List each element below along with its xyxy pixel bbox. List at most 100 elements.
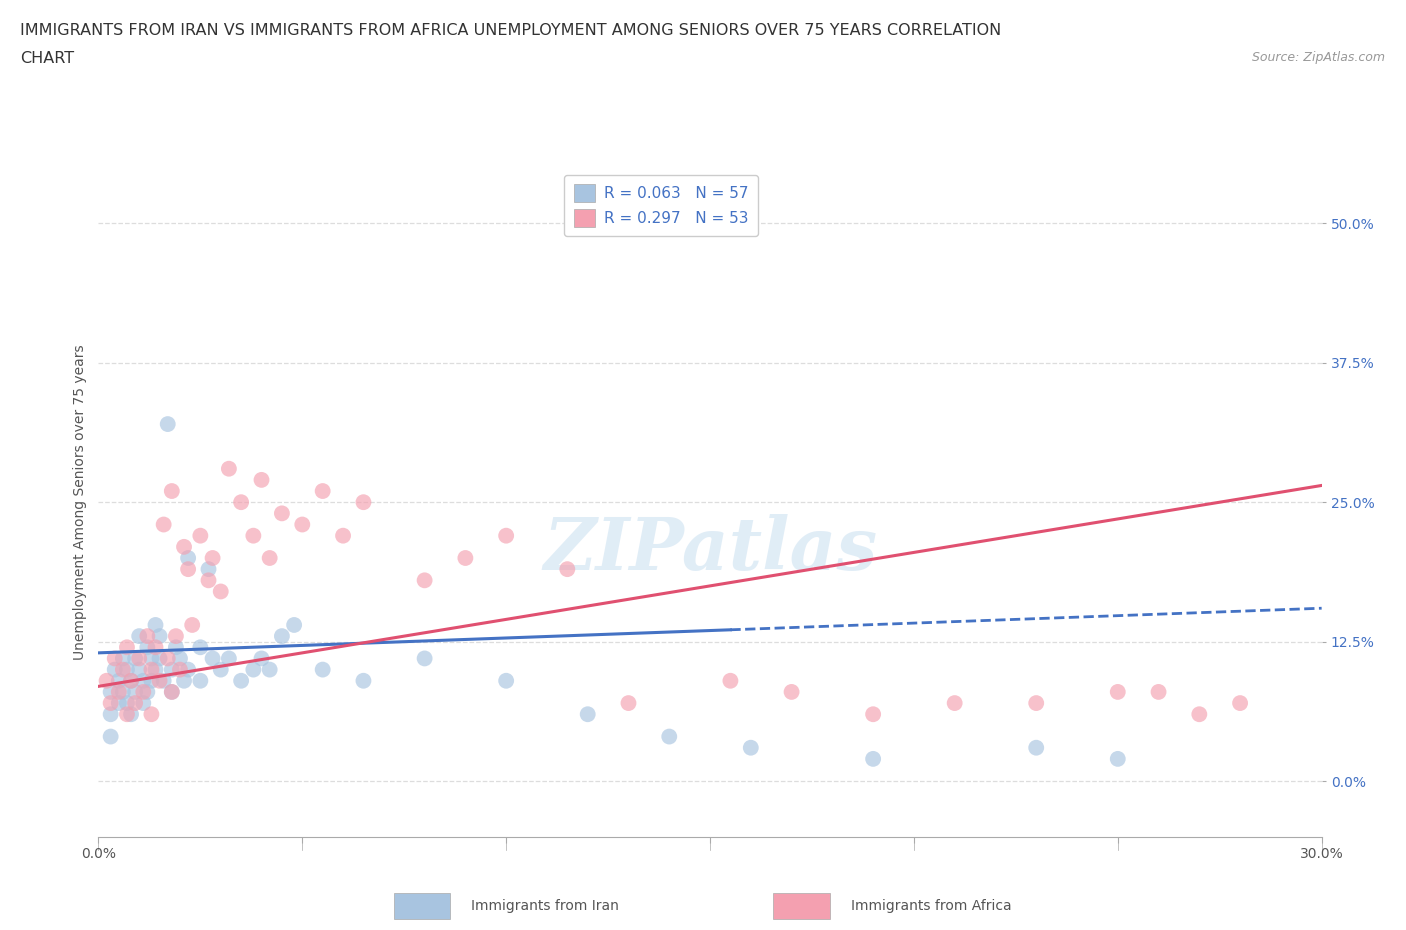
Text: CHART: CHART (20, 51, 73, 66)
Legend: R = 0.063   N = 57, R = 0.297   N = 53: R = 0.063 N = 57, R = 0.297 N = 53 (564, 175, 758, 236)
Point (181, 618, 204, 632)
Point (100, 684, 122, 699)
Point (100, 729, 122, 744)
Text: Immigrants from Iran: Immigrants from Iran (471, 898, 619, 913)
Point (270, 629, 294, 644)
Point (132, 684, 155, 699)
Point (177, 562, 200, 577)
Point (169, 662, 191, 677)
Point (780, 684, 803, 699)
Point (218, 461, 240, 476)
Point (218, 651, 240, 666)
Point (145, 662, 167, 677)
Point (283, 618, 305, 632)
Point (291, 517, 314, 532)
Point (201, 551, 224, 565)
Point (1147, 684, 1170, 699)
Point (173, 539, 195, 554)
Point (555, 562, 579, 577)
Point (111, 684, 134, 699)
Point (862, 707, 884, 722)
Point (132, 673, 155, 688)
Point (120, 707, 142, 722)
Point (141, 651, 163, 666)
Point (617, 696, 640, 711)
Point (115, 707, 138, 722)
Point (1025, 740, 1047, 755)
Point (1107, 684, 1129, 699)
Point (128, 629, 150, 644)
Point (312, 484, 335, 498)
Point (495, 528, 517, 543)
Point (96, 673, 118, 688)
Point (111, 651, 134, 666)
Point (201, 651, 224, 666)
Point (231, 495, 253, 510)
Point (149, 651, 172, 666)
Point (242, 528, 264, 543)
Point (156, 651, 179, 666)
Point (250, 651, 273, 666)
Point (108, 684, 131, 699)
Point (718, 673, 742, 688)
Point (124, 651, 146, 666)
Point (120, 673, 142, 688)
Point (231, 673, 253, 688)
Point (160, 684, 183, 699)
Point (1025, 696, 1047, 711)
Point (115, 662, 138, 677)
Point (495, 673, 517, 688)
Y-axis label: Unemployment Among Seniors over 75 years: Unemployment Among Seniors over 75 years (73, 344, 87, 660)
Point (352, 495, 374, 510)
Point (270, 506, 294, 521)
Point (312, 662, 335, 677)
Point (413, 573, 436, 588)
Point (250, 472, 273, 487)
Point (149, 629, 172, 644)
Point (104, 651, 127, 666)
Point (145, 618, 167, 632)
Point (177, 551, 200, 565)
Point (332, 528, 354, 543)
Point (115, 640, 138, 655)
Text: ZIPatlas: ZIPatlas (543, 513, 877, 585)
Point (209, 584, 232, 599)
Point (173, 673, 195, 688)
Point (160, 684, 183, 699)
Point (141, 673, 163, 688)
Point (136, 684, 159, 699)
Point (128, 651, 150, 666)
Text: IMMIGRANTS FROM IRAN VS IMMIGRANTS FROM AFRICA UNEMPLOYMENT AMONG SENIORS OVER 7: IMMIGRANTS FROM IRAN VS IMMIGRANTS FROM … (20, 23, 1001, 38)
Point (352, 673, 374, 688)
Point (120, 673, 142, 688)
Point (136, 629, 159, 644)
Point (104, 662, 127, 677)
Point (1229, 696, 1251, 711)
Point (1107, 751, 1129, 766)
Point (132, 696, 155, 711)
Point (740, 740, 762, 755)
Point (188, 640, 212, 655)
Point (100, 696, 122, 711)
Point (188, 528, 212, 543)
Point (576, 707, 599, 722)
Point (136, 640, 159, 655)
Point (413, 651, 436, 666)
Point (177, 662, 200, 677)
Point (111, 662, 134, 677)
Point (454, 551, 477, 565)
Point (160, 484, 183, 498)
Point (943, 696, 966, 711)
Point (152, 517, 174, 532)
Point (128, 662, 150, 677)
Point (165, 640, 187, 655)
Point (242, 662, 264, 677)
Point (149, 673, 172, 688)
Point (108, 696, 131, 711)
Point (259, 551, 281, 565)
Point (188, 673, 212, 688)
Point (197, 573, 219, 588)
Point (160, 662, 183, 677)
Point (152, 673, 174, 688)
Text: Immigrants from Africa: Immigrants from Africa (851, 898, 1011, 913)
